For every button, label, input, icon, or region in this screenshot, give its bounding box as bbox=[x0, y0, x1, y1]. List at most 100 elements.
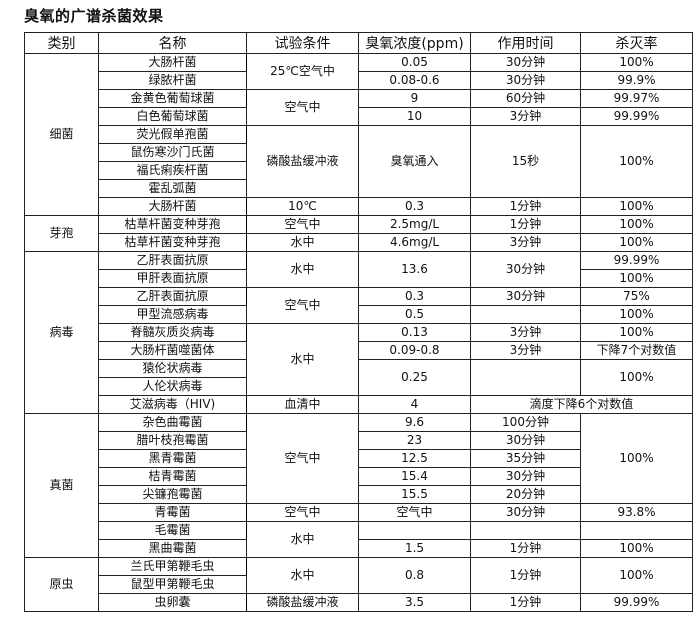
cell-condition: 空气中 bbox=[246, 89, 359, 126]
cell-name: 枯草杆菌变种芽孢 bbox=[98, 233, 247, 252]
cell-name: 桔青霉菌 bbox=[98, 467, 247, 486]
cell-duration: 1分钟 bbox=[470, 197, 581, 216]
cell-condition: 水中 bbox=[246, 557, 359, 594]
cell-duration: 1分钟 bbox=[470, 557, 581, 594]
cell-name: 霍乱弧菌 bbox=[98, 179, 247, 198]
table-row: 黑青霉菌 12.5 35分钟 bbox=[25, 449, 693, 468]
cell-duration: 1分钟 bbox=[470, 539, 581, 558]
cell-concentration: 0.5 bbox=[358, 305, 471, 324]
cell-kill-rate: 99.99% bbox=[580, 107, 693, 126]
cell-duration: 滴度下降6个对数值 bbox=[470, 395, 693, 414]
cell-concentration: 10 bbox=[358, 107, 471, 126]
cell-name: 腊叶枝孢霉菌 bbox=[98, 431, 247, 450]
cell-condition: 磷酸盐缓冲液 bbox=[246, 125, 359, 198]
table-row: 青霉菌 空气中 空气中 30分钟 93.8% bbox=[25, 503, 693, 522]
cell-name: 大肠杆菌 bbox=[98, 53, 247, 72]
table-row: 金黄色葡萄球菌 空气中 9 60分钟 99.97% bbox=[25, 89, 693, 126]
cell-name: 虫卵囊 bbox=[98, 593, 247, 612]
cell-kill-rate: 100% bbox=[580, 557, 693, 594]
cell-duration: 1分钟 bbox=[470, 593, 581, 612]
cell-kill-rate bbox=[580, 521, 693, 540]
cell-concentration: 0.8 bbox=[358, 557, 471, 594]
cell-name: 甲型流感病毒 bbox=[98, 305, 247, 324]
cell-duration: 1分钟 bbox=[470, 215, 581, 234]
table-row: 白色葡萄球菌 10 3分钟 99.99% bbox=[25, 107, 693, 126]
table-row: 虫卵囊 磷酸盐缓冲液 3.5 1分钟 99.99% bbox=[25, 593, 693, 612]
cell-name: 福氏痢疾杆菌 bbox=[98, 161, 247, 180]
cell-duration: 30分钟 bbox=[470, 287, 581, 306]
cell-concentration: 0.3 bbox=[358, 197, 471, 216]
cell-condition: 水中 bbox=[246, 251, 359, 288]
cell-concentration: 0.08-0.6 bbox=[358, 71, 471, 90]
cell-duration bbox=[470, 521, 581, 540]
cell-name: 绿脓杆菌 bbox=[98, 71, 247, 90]
cell-name: 鼠型甲第鞭毛虫 bbox=[98, 575, 247, 594]
cell-condition: 空气中 bbox=[246, 413, 359, 504]
cell-duration: 30分钟 bbox=[470, 53, 581, 72]
cell-duration: 100分钟 bbox=[470, 413, 581, 432]
table-row: 尖镰孢霉菌 15.5 20分钟 bbox=[25, 485, 693, 504]
cell-duration: 3分钟 bbox=[470, 341, 581, 360]
cell-kill-rate: 100% bbox=[580, 539, 693, 558]
cell-concentration: 0.25 bbox=[358, 359, 471, 396]
table-row: 黑曲霉菌 1.5 1分钟 100% bbox=[25, 539, 693, 558]
cell-concentration: 12.5 bbox=[358, 449, 471, 468]
header-concentration: 臭氧浓度(ppm) bbox=[358, 32, 471, 54]
cell-concentration: 臭氧通入 bbox=[358, 125, 471, 198]
cell-concentration: 0.13 bbox=[358, 323, 471, 342]
cell-concentration: 9.6 bbox=[358, 413, 471, 432]
cell-name: 大肠杆菌噬菌体 bbox=[98, 341, 247, 360]
cell-kill-rate: 100% bbox=[580, 323, 693, 342]
cell-name: 毛霉菌 bbox=[98, 521, 247, 540]
cell-category: 芽孢 bbox=[24, 215, 99, 252]
cell-concentration bbox=[358, 521, 471, 540]
cell-kill-rate: 100% bbox=[580, 125, 693, 198]
table-row: 艾滋病毒（HIV) 血清中 4 滴度下降6个对数值 bbox=[25, 395, 693, 414]
header-row: 类别 名称 试验条件 臭氧浓度(ppm) 作用时间 杀灭率 bbox=[24, 32, 693, 54]
cell-condition: 25℃空气中 bbox=[246, 53, 359, 90]
table-row: 毛霉菌 水中 bbox=[25, 521, 693, 558]
cell-concentration: 4.6mg/L bbox=[358, 233, 471, 252]
cell-concentration: 1.5 bbox=[358, 539, 471, 558]
cell-name: 枯草杆菌变种芽孢 bbox=[98, 215, 247, 234]
cell-name: 甲肝表面抗原 bbox=[98, 269, 247, 288]
cell-name: 人伦状病毒 bbox=[98, 377, 247, 396]
table-row: 桔青霉菌 15.4 30分钟 bbox=[25, 467, 693, 486]
cell-concentration: 2.5mg/L bbox=[358, 215, 471, 234]
table-row: 荧光假单孢菌 磷酸盐缓冲液 臭氧通入 15秒 100% bbox=[25, 125, 693, 198]
cell-kill-rate: 99.9% bbox=[580, 71, 693, 90]
table-row: 甲型流感病毒 0.5 100% bbox=[25, 305, 693, 324]
cell-name: 乙肝表面抗原 bbox=[98, 287, 247, 306]
cell-concentration: 空气中 bbox=[358, 503, 471, 522]
cell-kill-rate: 100% bbox=[580, 413, 693, 504]
cell-duration: 3分钟 bbox=[470, 107, 581, 126]
cell-condition: 磷酸盐缓冲液 bbox=[246, 593, 359, 612]
table-row: 芽孢 枯草杆菌变种芽孢 空气中 2.5mg/L 1分钟 100% bbox=[24, 215, 693, 252]
header-name: 名称 bbox=[98, 32, 247, 54]
header-kill-rate: 杀灭率 bbox=[580, 32, 693, 54]
cell-duration: 30分钟 bbox=[470, 431, 581, 450]
table-row: 绿脓杆菌 0.08-0.6 30分钟 99.9% bbox=[25, 71, 693, 90]
cell-kill-rate: 99.99% bbox=[580, 593, 693, 612]
cell-kill-rate: 75% bbox=[580, 287, 693, 306]
cell-condition: 空气中 bbox=[246, 503, 359, 522]
cell-kill-rate: 99.99% bbox=[580, 251, 693, 270]
table-row: 枯草杆菌变种芽孢 水中 4.6mg/L 3分钟 100% bbox=[25, 233, 693, 252]
table-row: 大肠杆菌噬菌体 0.09-0.8 3分钟 下降7个对数值 bbox=[25, 341, 693, 360]
cell-name: 白色葡萄球菌 bbox=[98, 107, 247, 126]
cell-duration: 30分钟 bbox=[470, 71, 581, 90]
cell-condition: 水中 bbox=[246, 233, 359, 252]
cell-kill-rate: 100% bbox=[580, 53, 693, 72]
cell-duration: 3分钟 bbox=[470, 233, 581, 252]
cell-name: 乙肝表面抗原 bbox=[98, 251, 247, 270]
table-row: 乙肝表面抗原 空气中 0.3 30分钟 75% bbox=[25, 287, 693, 324]
cell-concentration: 9 bbox=[358, 89, 471, 108]
table-row: 病毒 乙肝表面抗原 水中 13.6 30分钟 99.99% bbox=[24, 251, 693, 414]
cell-concentration: 15.4 bbox=[358, 467, 471, 486]
cell-name: 脊髓灰质炎病毒 bbox=[98, 323, 247, 342]
cell-concentration: 0.09-0.8 bbox=[358, 341, 471, 360]
table-row: 猿伦状病毒 0.25 100% bbox=[25, 359, 693, 396]
cell-concentration: 0.05 bbox=[358, 53, 471, 72]
cell-name: 艾滋病毒（HIV) bbox=[98, 395, 247, 414]
cell-name: 金黄色葡萄球菌 bbox=[98, 89, 247, 108]
